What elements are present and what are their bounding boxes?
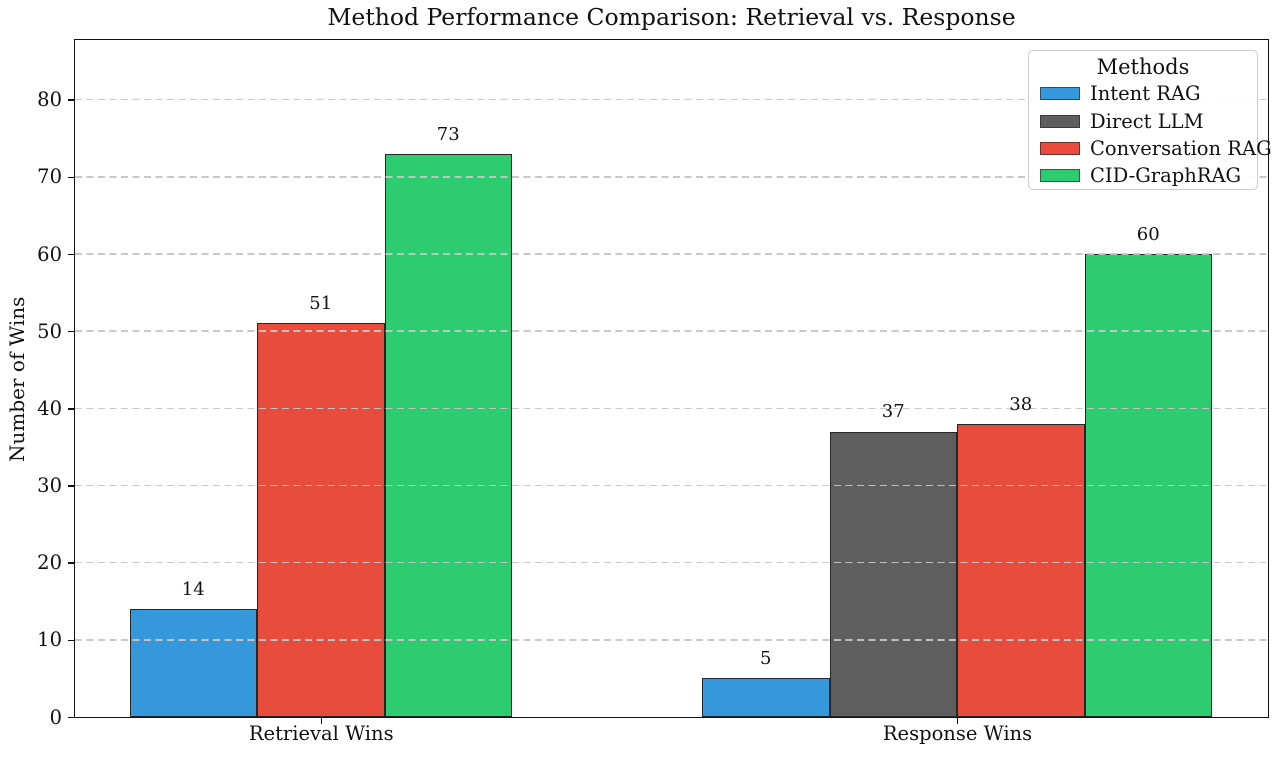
y-tick-label-10: 10 bbox=[37, 628, 62, 652]
bar-value-label-intent-rag-retrieval-wins: 14 bbox=[181, 578, 205, 600]
legend-title: Methods bbox=[1096, 55, 1190, 79]
legend-label-intent-rag: Intent RAG bbox=[1090, 82, 1201, 106]
y-tick-30 bbox=[68, 485, 75, 487]
gridline-y-50 bbox=[74, 330, 1268, 332]
y-tick-label-40: 40 bbox=[37, 396, 62, 420]
gridline-y-70 bbox=[74, 176, 1268, 178]
legend-swatch-conversation-rag bbox=[1040, 141, 1080, 155]
legend-item-intent-rag: Intent RAG bbox=[1029, 80, 1257, 107]
legend-swatch-cid-graphrag bbox=[1040, 169, 1080, 183]
legend: Methods Intent RAG Direct LLM Conversation… bbox=[1028, 50, 1272, 190]
x-tick-label-retrieval-wins: Retrieval Wins bbox=[248, 722, 394, 745]
gridline-y-30 bbox=[74, 484, 1268, 487]
legend-swatch-direct-llm bbox=[1040, 114, 1080, 128]
y-tick-70 bbox=[68, 176, 75, 179]
x-tick-label-response-wins: Response Wins bbox=[882, 722, 1033, 745]
legend-item-direct-llm: Direct LLM bbox=[1029, 107, 1257, 134]
legend-swatch-intent-rag bbox=[1040, 87, 1080, 101]
y-tick-0 bbox=[68, 716, 75, 719]
bar-conversation-rag-retrieval-wins bbox=[257, 323, 385, 717]
y-tick-40 bbox=[68, 408, 75, 410]
legend-label-cid-graphrag: CID-GraphRAG bbox=[1090, 164, 1242, 188]
y-tick-label-50: 50 bbox=[37, 319, 62, 343]
y-tick-60 bbox=[68, 253, 75, 256]
y-tick-50 bbox=[68, 330, 75, 333]
bar-conversation-rag-response-wins bbox=[957, 423, 1085, 717]
y-tick-label-70: 70 bbox=[37, 165, 62, 189]
bar-value-label-cid-graphrag-response-wins: 60 bbox=[1136, 224, 1160, 246]
y-tick-label-80: 80 bbox=[37, 88, 62, 112]
bar-value-label-conversation-rag-retrieval-wins: 51 bbox=[309, 293, 333, 315]
bar-value-label-cid-graphrag-retrieval-wins: 73 bbox=[436, 123, 460, 145]
bar-intent-rag-retrieval-wins bbox=[129, 608, 257, 717]
y-tick-label-20: 20 bbox=[37, 551, 62, 575]
bar-intent-rag-response-wins bbox=[702, 678, 830, 717]
y-tick-80 bbox=[68, 99, 75, 101]
legend-rows: Intent RAG Direct LLM Conversation RAG CID-… bbox=[1029, 80, 1272, 190]
bar-value-label-conversation-rag-response-wins: 38 bbox=[1009, 393, 1033, 415]
legend-label-direct-llm: Direct LLM bbox=[1090, 109, 1204, 133]
chart-title: Method Performance Comparison: Retrieval… bbox=[327, 3, 1016, 31]
bar-value-label-direct-llm-response-wins: 37 bbox=[881, 401, 905, 423]
gridline-y-80 bbox=[74, 98, 1268, 101]
y-axis-label: Number of Wins bbox=[5, 296, 29, 462]
bar-value-label-intent-rag-response-wins: 5 bbox=[760, 648, 772, 670]
y-tick-20 bbox=[68, 562, 75, 564]
legend-item-conversation-rag: Conversation RAG bbox=[1029, 135, 1272, 162]
gridline-y-20 bbox=[74, 561, 1268, 564]
legend-item-cid-graphrag: CID-GraphRAG bbox=[1029, 162, 1257, 189]
x-tick-response-wins bbox=[956, 717, 959, 724]
gridline-y-40 bbox=[74, 407, 1268, 410]
x-tick-retrieval-wins bbox=[320, 717, 322, 724]
y-tick-label-60: 60 bbox=[37, 242, 62, 266]
gridline-y-60 bbox=[74, 253, 1268, 255]
y-tick-label-0: 0 bbox=[49, 705, 62, 729]
y-tick-10 bbox=[68, 639, 75, 642]
gridline-y-10 bbox=[74, 639, 1268, 641]
y-tick-label-30: 30 bbox=[37, 474, 62, 497]
bar-direct-llm-response-wins bbox=[829, 431, 957, 717]
legend-label-conversation-rag: Conversation RAG bbox=[1090, 136, 1272, 160]
bar-cid-graphrag-retrieval-wins bbox=[384, 153, 512, 717]
